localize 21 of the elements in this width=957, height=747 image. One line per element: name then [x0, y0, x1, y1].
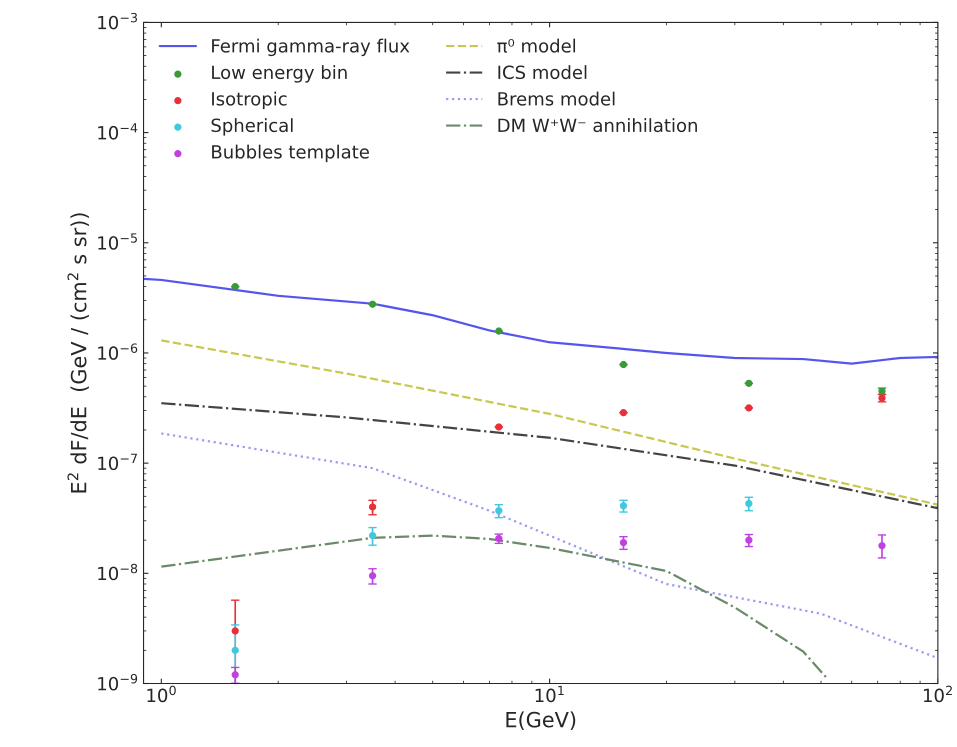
- legend-label: Spherical: [212, 118, 293, 136]
- legend-label: Brems model: [498, 92, 614, 106]
- legend-label: ICS model: [498, 65, 586, 80]
- legend-label: Fermi gamma-ray flux: [212, 38, 410, 56]
- y-axis-title: E$^{2}$ dF/dE (GeV / (cm$^{2}$ s sr)): [67, 213, 89, 492]
- y-tick-label: 10$^{−5}$: [98, 233, 137, 250]
- x-tick-label: 10$^{0}$: [147, 686, 176, 702]
- x-axis-title: E(GeV): [506, 711, 576, 730]
- y-tick-label: 10$^{−3}$: [98, 12, 138, 30]
- legend-label: DM W⁺W⁻ annihilation: [498, 118, 697, 132]
- x-tick-label: 10$^{1}$: [536, 686, 564, 702]
- x-tick-label: 10$^{2}$: [924, 686, 952, 702]
- legend-label: Bubbles template: [212, 144, 369, 162]
- y-tick-label: 10$^{−9}$: [98, 674, 138, 690]
- legend-label: Isotropic: [212, 92, 287, 110]
- y-tick-label: 10$^{−8}$: [98, 564, 138, 580]
- y-tick-label: 10$^{−6}$: [98, 343, 138, 360]
- legend-label: Low energy bin: [212, 65, 347, 83]
- legend-label: π⁰ model: [497, 38, 576, 53]
- y-tick-label: 10$^{−4}$: [98, 123, 138, 140]
- y-tick-label: 10$^{−7}$: [98, 454, 137, 470]
